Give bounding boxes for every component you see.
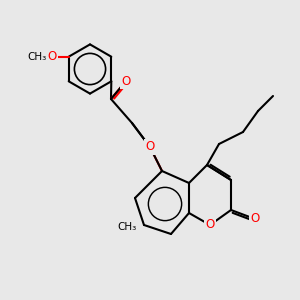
Text: O: O: [206, 218, 214, 232]
Text: O: O: [48, 50, 57, 63]
Text: CH₃: CH₃: [118, 222, 137, 233]
Text: O: O: [146, 140, 154, 154]
Text: O: O: [250, 212, 260, 226]
Text: O: O: [122, 74, 130, 88]
Text: CH₃: CH₃: [28, 52, 47, 62]
